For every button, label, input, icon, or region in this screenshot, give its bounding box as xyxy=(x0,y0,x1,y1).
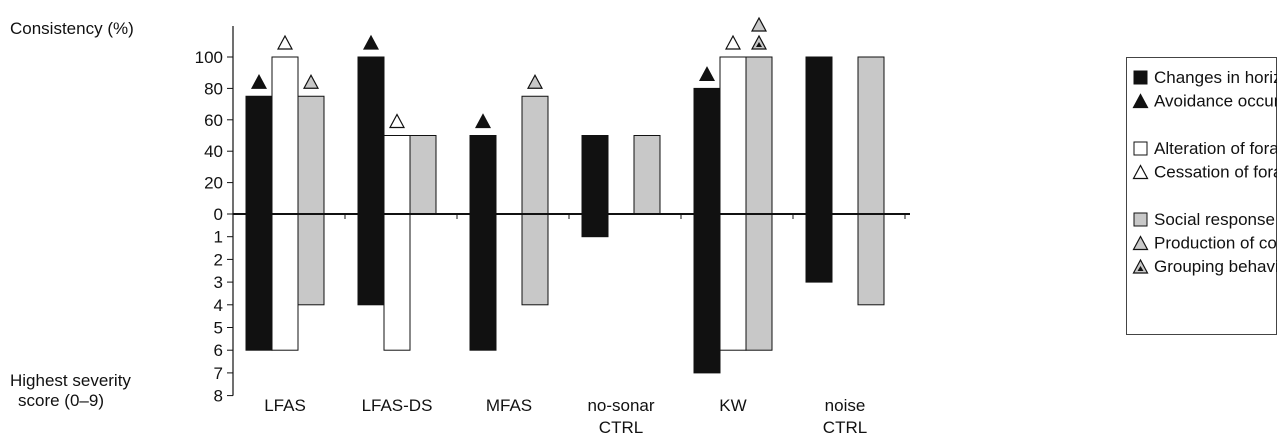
marker-cessation xyxy=(724,34,742,50)
bar xyxy=(357,56,385,306)
legend-swatch xyxy=(1133,212,1148,227)
legend-triangle-avoidance xyxy=(1132,93,1149,109)
legend: Changes in horizontal movement Avoidance … xyxy=(1126,57,1277,335)
bar xyxy=(745,56,773,351)
marker-avoidance xyxy=(474,113,492,129)
y-tick-label-severity: 7 xyxy=(214,364,223,383)
legend-swatch xyxy=(1133,70,1148,85)
y-tick-label-consistency: 100 xyxy=(195,48,223,67)
y-axis-label-consistency: Consistency (%) xyxy=(10,19,134,38)
y-tick-label-severity: 8 xyxy=(214,387,223,406)
marker-codas xyxy=(750,16,768,32)
legend-symbols: Changes in horizontal movement Avoidance … xyxy=(1132,68,1277,276)
marker-cessation xyxy=(276,34,294,50)
bar xyxy=(521,95,549,306)
y-tick-label-consistency: 0 xyxy=(214,205,223,224)
y-tick-label-severity: 1 xyxy=(214,228,223,247)
bar xyxy=(857,56,885,306)
x-category-label: KW xyxy=(719,396,746,415)
legend-label: Cessation of foraging occurred xyxy=(1154,163,1277,182)
marker-cessation xyxy=(388,113,406,129)
legend-triangle-cessation xyxy=(1132,164,1149,180)
y-tick-label-severity: 3 xyxy=(214,273,223,292)
bar xyxy=(271,56,299,351)
marker-avoidance xyxy=(698,66,716,81)
legend-box xyxy=(1126,57,1277,335)
consistency-severity-chart: 0 20 40 60 80 100 1 2 3 4 5 6 7 8 LFAS LFAS-DS MFAS no-so… xyxy=(195,16,910,437)
marker-grouping-inner xyxy=(756,42,762,47)
x-category-label: LFAS-DS xyxy=(362,396,433,415)
bar xyxy=(805,56,833,283)
x-category-label: MFAS xyxy=(486,396,532,415)
marker-codas xyxy=(302,73,320,89)
marker-avoidance xyxy=(250,73,268,89)
x-category-label: no-sonar xyxy=(587,396,654,415)
legend-label: Changes in horizontal movement xyxy=(1154,68,1277,87)
y-tick-label-consistency: 40 xyxy=(204,142,223,161)
legend-label: Social response xyxy=(1154,210,1275,229)
legend-label: Avoidance occurred xyxy=(1154,92,1277,111)
legend-label: Grouping behavior occurred xyxy=(1154,257,1277,276)
bar xyxy=(409,135,437,215)
y-axis-label-severity-line-1: Highest severity xyxy=(10,371,131,390)
y-tick-label-severity: 5 xyxy=(214,319,223,338)
legend-triangle-codas xyxy=(1132,235,1149,251)
legend-swatch xyxy=(1133,141,1148,156)
y-tick-label-consistency: 60 xyxy=(204,111,223,130)
x-category-label: LFAS xyxy=(264,396,306,415)
x-category-label: CTRL xyxy=(823,418,867,437)
marker-codas xyxy=(526,73,544,89)
y-tick-label-consistency: 20 xyxy=(204,174,223,193)
bar xyxy=(693,87,721,374)
bar xyxy=(297,95,325,306)
y-tick-label-severity: 4 xyxy=(214,296,223,315)
bar xyxy=(469,135,497,351)
x-category-label: CTRL xyxy=(599,418,643,437)
y-axis-label-severity-line-2: score (0–9) xyxy=(18,391,104,410)
bar xyxy=(383,135,411,351)
y-tick-label-severity: 2 xyxy=(214,250,223,269)
legend-label: Alteration of foraging/resting xyxy=(1154,139,1277,158)
y-tick-label-consistency: 80 xyxy=(204,79,223,98)
y-tick-label-severity: 6 xyxy=(214,341,223,360)
bar xyxy=(245,95,273,351)
bar xyxy=(581,135,609,238)
legend-triangle-grouping-inner xyxy=(1137,266,1144,271)
legend-label: Production of codas occurred xyxy=(1154,234,1277,253)
x-category-label: noise xyxy=(825,396,866,415)
marker-avoidance xyxy=(362,34,380,50)
bar xyxy=(719,56,747,351)
bar xyxy=(633,135,661,215)
